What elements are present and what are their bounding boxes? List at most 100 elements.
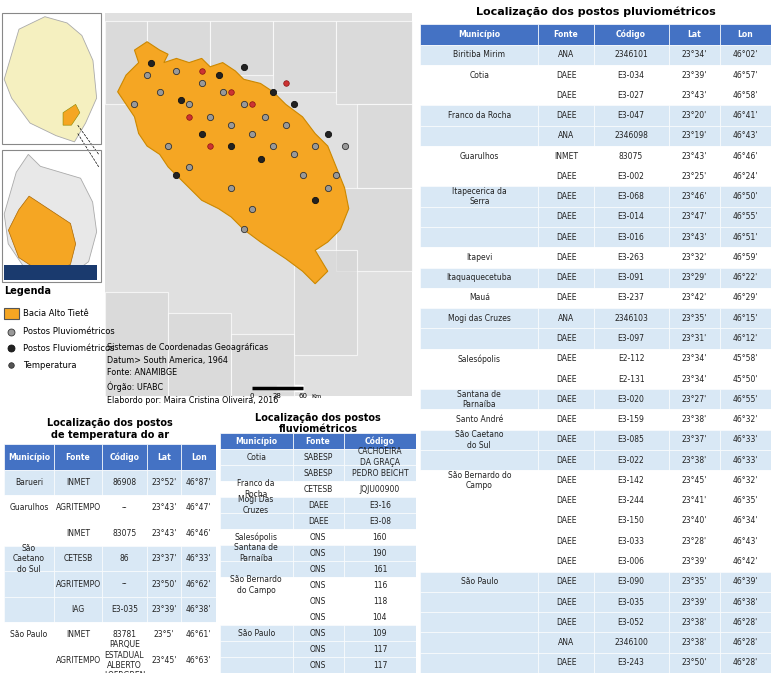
Text: 46°55': 46°55' xyxy=(732,395,758,404)
Bar xyxy=(720,349,771,369)
Bar xyxy=(538,126,594,146)
Bar xyxy=(292,561,344,577)
Bar xyxy=(668,653,720,673)
Bar xyxy=(538,551,594,571)
Bar xyxy=(538,308,594,328)
Text: ONS: ONS xyxy=(310,581,326,590)
Bar xyxy=(720,126,771,146)
Bar xyxy=(668,470,720,491)
Text: 46°43': 46°43' xyxy=(732,131,758,140)
Bar xyxy=(594,247,668,268)
Text: Cotia: Cotia xyxy=(246,452,266,462)
Text: DAEE: DAEE xyxy=(556,618,576,627)
Text: 46°32': 46°32' xyxy=(732,476,758,485)
Bar xyxy=(538,186,594,207)
Text: 23°29': 23°29' xyxy=(682,273,707,282)
Text: Cotia: Cotia xyxy=(470,71,490,79)
Text: INMET: INMET xyxy=(554,151,578,161)
Bar xyxy=(668,288,720,308)
Bar xyxy=(668,85,720,106)
Bar xyxy=(220,625,292,641)
Bar xyxy=(344,497,416,513)
Bar xyxy=(420,653,538,673)
Bar xyxy=(720,24,771,44)
Bar xyxy=(4,495,54,521)
Bar xyxy=(220,433,292,449)
Polygon shape xyxy=(4,154,96,279)
Bar xyxy=(420,247,538,268)
Text: ANA: ANA xyxy=(558,131,574,140)
Text: PEDRO BEICHT: PEDRO BEICHT xyxy=(352,468,408,478)
Text: 23°31': 23°31' xyxy=(682,334,707,343)
Text: E3-085: E3-085 xyxy=(618,435,645,444)
Text: INMET: INMET xyxy=(66,631,90,639)
Text: Guarulhos: Guarulhos xyxy=(9,503,49,512)
Bar xyxy=(720,288,771,308)
Bar xyxy=(292,449,344,465)
Bar xyxy=(720,186,771,207)
Bar xyxy=(147,647,181,673)
Bar xyxy=(668,491,720,511)
Bar xyxy=(344,609,416,625)
Bar xyxy=(668,531,720,551)
Text: Mogi das Cruzes: Mogi das Cruzes xyxy=(448,314,510,323)
Bar xyxy=(720,166,771,186)
Text: Salesópolis: Salesópolis xyxy=(234,532,278,542)
Bar xyxy=(292,513,344,529)
Bar xyxy=(720,409,771,430)
Text: 2346098: 2346098 xyxy=(614,131,648,140)
Text: 117: 117 xyxy=(372,660,387,670)
Bar xyxy=(538,288,594,308)
Bar xyxy=(720,247,771,268)
Bar xyxy=(4,571,54,597)
Text: E3-006: E3-006 xyxy=(618,557,645,566)
Text: 0: 0 xyxy=(250,394,254,400)
Text: E3-159: E3-159 xyxy=(618,415,645,424)
Bar xyxy=(720,551,771,571)
Text: DAEE: DAEE xyxy=(308,517,328,526)
Bar xyxy=(720,470,771,491)
Bar xyxy=(720,633,771,653)
Text: Legenda: Legenda xyxy=(4,286,51,296)
Bar xyxy=(102,597,147,623)
Bar xyxy=(147,623,181,647)
Bar xyxy=(420,146,538,166)
Text: Santana de
Parnaíba: Santana de Parnaíba xyxy=(234,543,278,563)
Bar xyxy=(2,150,101,281)
Text: 23°32': 23°32' xyxy=(682,253,707,262)
Text: 45°58': 45°58' xyxy=(732,354,758,363)
Bar xyxy=(344,545,416,561)
Text: E3-08: E3-08 xyxy=(369,517,391,526)
Bar xyxy=(420,551,538,571)
Text: 23°45': 23°45' xyxy=(682,476,707,485)
Bar xyxy=(594,288,668,308)
Polygon shape xyxy=(210,21,273,75)
Bar xyxy=(420,44,538,65)
Text: DAEE: DAEE xyxy=(556,658,576,668)
Text: 46°43': 46°43' xyxy=(732,537,758,546)
Bar xyxy=(720,531,771,551)
Bar xyxy=(4,444,54,470)
Bar xyxy=(538,470,594,491)
Bar xyxy=(54,571,102,597)
Bar xyxy=(668,633,720,653)
Text: 46°47': 46°47' xyxy=(186,503,211,512)
Text: 46°28': 46°28' xyxy=(732,638,758,647)
Bar xyxy=(344,529,416,545)
Bar xyxy=(420,409,538,430)
Bar xyxy=(220,529,292,545)
Text: 23°5': 23°5' xyxy=(154,631,174,639)
Text: DAEE: DAEE xyxy=(556,537,576,546)
Bar xyxy=(668,592,720,612)
Polygon shape xyxy=(63,104,80,125)
Text: 83075: 83075 xyxy=(113,529,136,538)
Text: São
Caetano
do Sul: São Caetano do Sul xyxy=(13,544,45,573)
Bar xyxy=(668,65,720,85)
Bar xyxy=(720,592,771,612)
Bar xyxy=(181,444,216,470)
Text: Postos Fluviométricos: Postos Fluviométricos xyxy=(23,344,115,353)
Bar xyxy=(292,545,344,561)
Text: DAEE: DAEE xyxy=(556,435,576,444)
Text: DAEE: DAEE xyxy=(556,476,576,485)
Text: Salesópolis: Salesópolis xyxy=(458,354,501,363)
